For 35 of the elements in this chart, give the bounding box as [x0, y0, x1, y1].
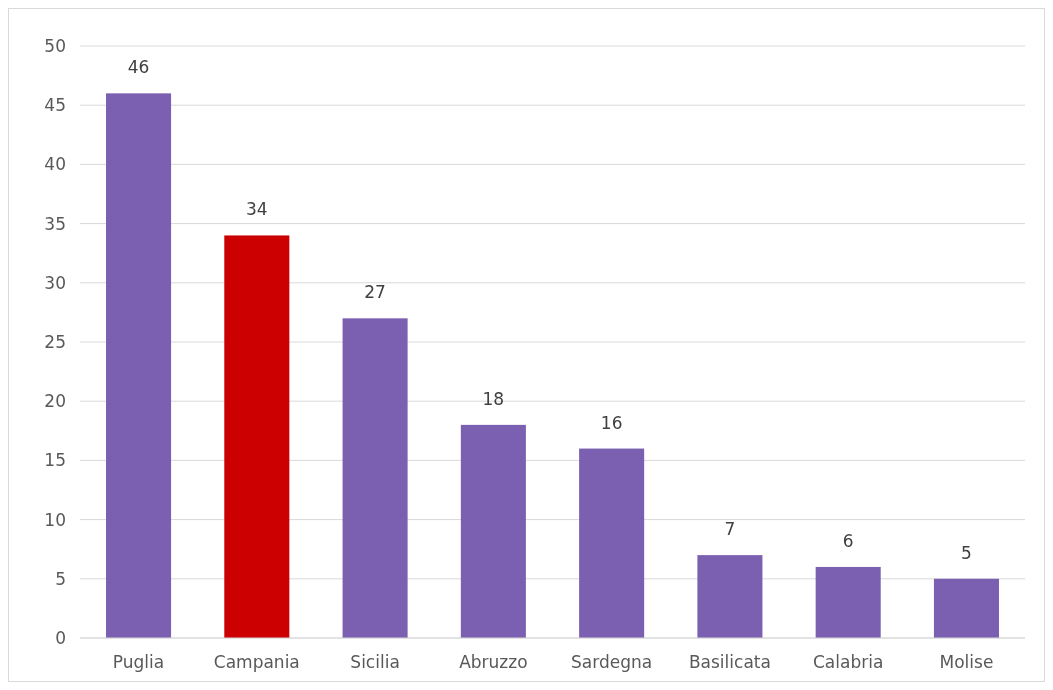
x-tick-label: Abruzzo — [459, 652, 528, 672]
x-tick-label: Molise — [939, 652, 994, 672]
y-tick-label: 20 — [44, 391, 66, 412]
bar — [697, 555, 763, 638]
data-label: 46 — [127, 57, 150, 78]
x-tick-label: Calabria — [813, 652, 884, 672]
data-label: 16 — [600, 412, 623, 433]
data-label: 18 — [482, 388, 505, 409]
x-tick-label: Puglia — [112, 652, 165, 672]
x-tick-label: Sicilia — [350, 652, 400, 672]
y-tick-label: 10 — [44, 509, 66, 530]
bar — [342, 318, 408, 638]
y-tick-label: 0 — [55, 627, 66, 648]
x-tick-label: Campania — [213, 652, 300, 672]
data-label: 34 — [246, 199, 268, 220]
bar — [106, 93, 172, 638]
data-label: 7 — [724, 519, 736, 540]
y-tick-label: 40 — [44, 154, 66, 175]
bar — [579, 448, 645, 638]
bar — [815, 566, 881, 638]
bar — [224, 235, 290, 638]
data-label: 27 — [364, 282, 386, 303]
bar — [460, 424, 526, 638]
y-tick-label: 50 — [44, 35, 66, 56]
data-label: 6 — [842, 530, 854, 551]
y-tick-label: 5 — [55, 568, 66, 589]
y-tick-label: 45 — [44, 95, 66, 116]
data-label: 5 — [961, 542, 972, 563]
x-tick-label: Sardegna — [571, 652, 653, 672]
y-tick-label: 30 — [44, 272, 66, 293]
x-tick-label: Basilicata — [688, 652, 771, 672]
y-tick-label: 25 — [44, 331, 66, 352]
y-tick-label: 15 — [44, 450, 66, 471]
bar — [933, 578, 999, 638]
y-tick-label: 35 — [44, 213, 66, 234]
